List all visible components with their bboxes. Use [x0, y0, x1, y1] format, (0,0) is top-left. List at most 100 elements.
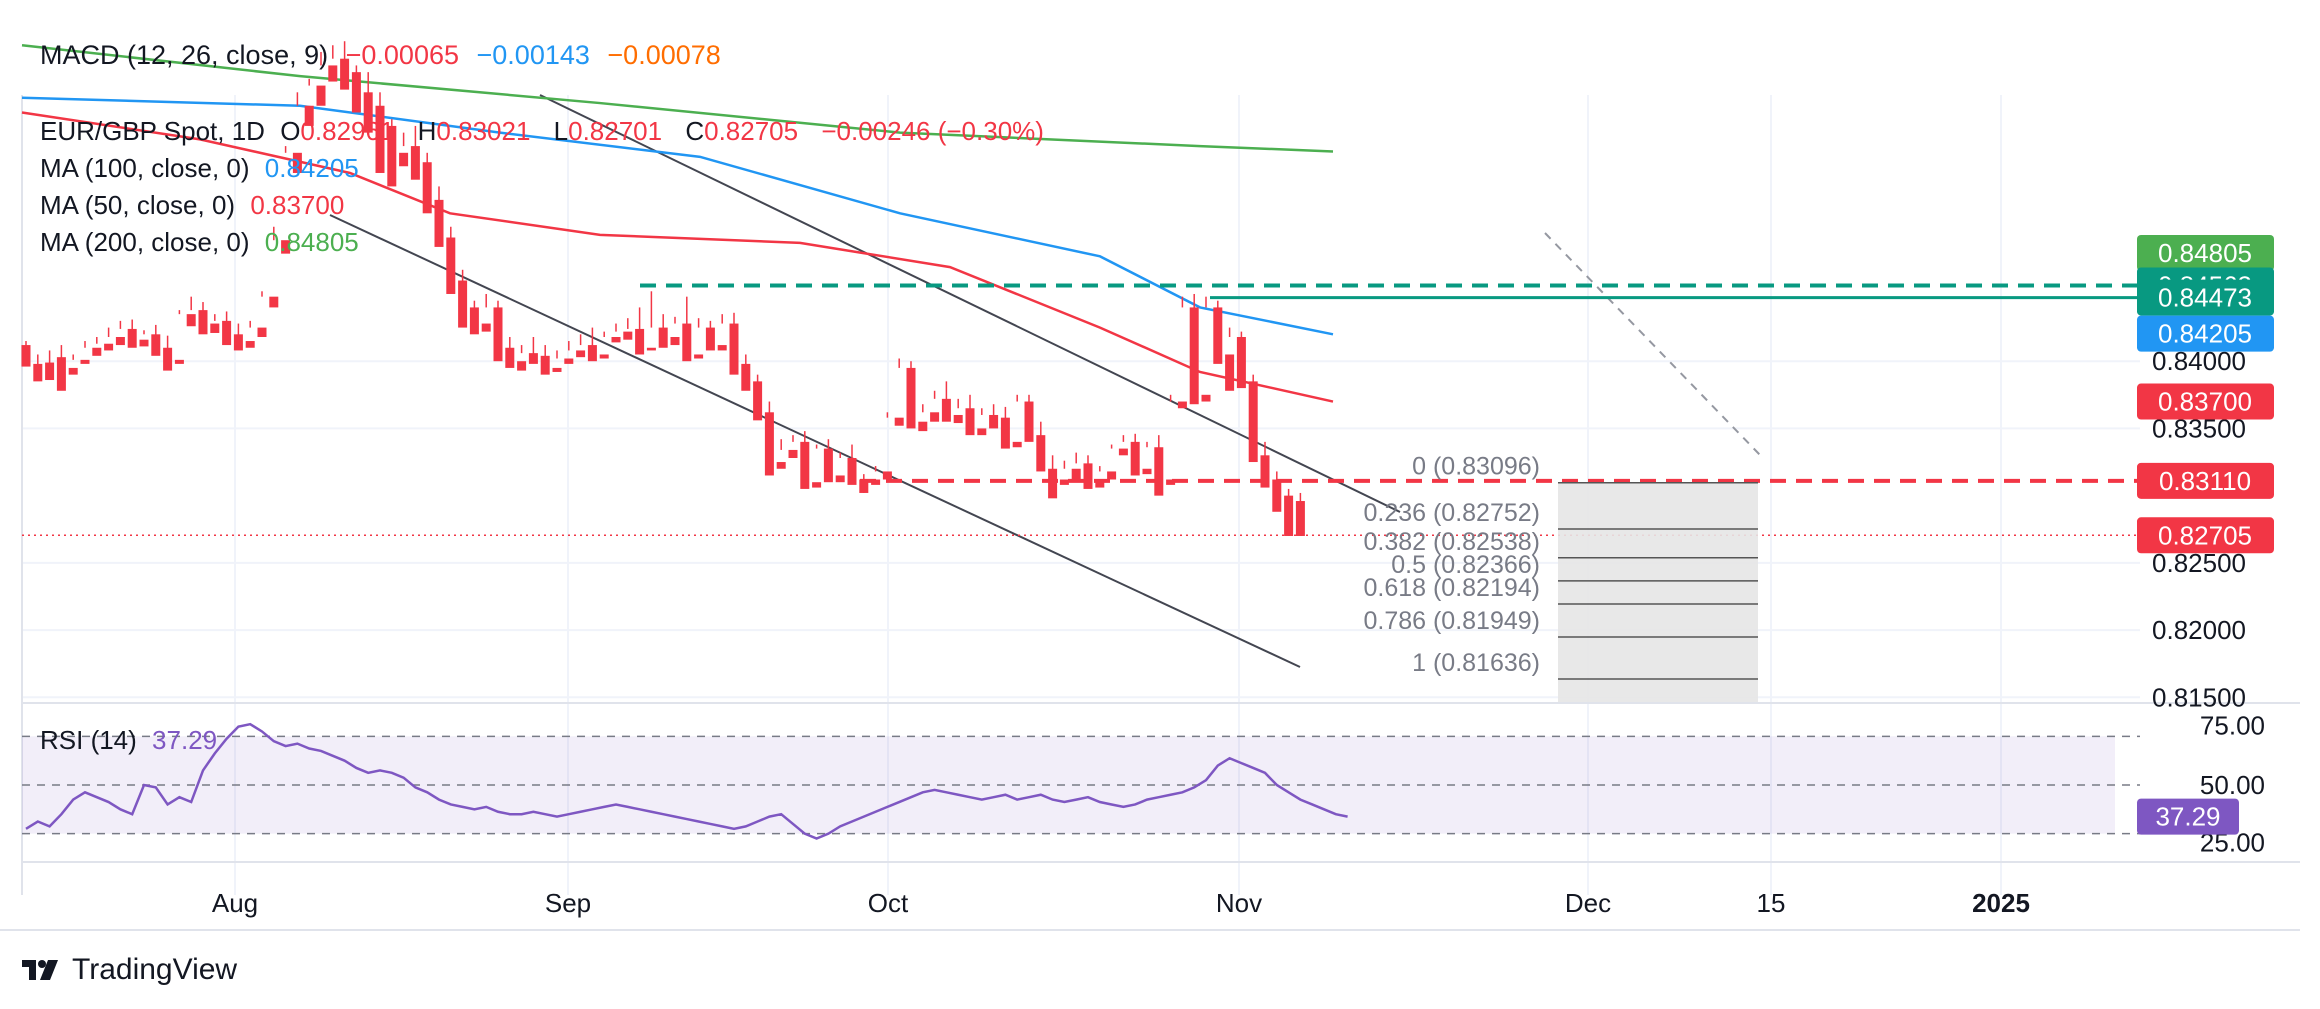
candle-body [894, 417, 904, 426]
price-label-box [2137, 517, 2274, 554]
candle-body [422, 162, 432, 214]
ma50-legend[interactable]: MA (50, close, 0) 0.83700 [40, 190, 352, 221]
candle-body [918, 421, 928, 432]
candle-body [941, 398, 951, 422]
candle-body [127, 328, 137, 348]
price-label-box [2137, 383, 2274, 420]
candle-body [1272, 479, 1282, 512]
candle-body [292, 152, 302, 173]
candle-body [151, 334, 161, 356]
candle-body [1071, 468, 1081, 483]
candle-body [33, 363, 43, 382]
candle-body [351, 72, 361, 113]
candle-body [399, 152, 409, 167]
candle-body [304, 105, 314, 126]
tradingview-branding[interactable]: TradingView [22, 953, 237, 987]
candle-body [186, 314, 196, 327]
candle-body [623, 331, 633, 340]
price-label-0.83700: 0.83700 [2158, 387, 2252, 417]
rsi-band [22, 736, 2115, 834]
x-tick-label: Oct [868, 888, 909, 918]
candle-body [1048, 468, 1058, 499]
ma100-line [21, 96, 1334, 336]
candle-body [611, 337, 621, 343]
projection-line [1544, 232, 1761, 456]
open-value: 0.82961 [300, 116, 395, 146]
candle-body [1225, 354, 1235, 391]
candle-body [469, 307, 479, 335]
price-label-0.82705: 0.82705 [2158, 520, 2252, 550]
candle-body [1248, 381, 1258, 463]
candle-body [387, 125, 397, 187]
candle-body [989, 414, 999, 429]
candle-body [363, 92, 373, 133]
candle-body [139, 339, 149, 347]
rsi-line [25, 722, 1348, 840]
candle-body [764, 412, 774, 476]
candle-body [198, 310, 208, 335]
candle-body [56, 357, 66, 391]
y-tick-label: 0.82000 [2152, 615, 2246, 645]
macd-value-3: −0.00078 [607, 40, 721, 70]
candle-body [115, 337, 125, 346]
gridlines [0, 95, 2300, 931]
candle-body [233, 334, 243, 351]
candle-body [410, 146, 420, 180]
candle-body [682, 323, 692, 362]
fib-zone [1558, 482, 1758, 702]
ma100-legend[interactable]: MA (100, close, 0) 0.84205 [40, 153, 367, 184]
candle-body [717, 345, 727, 351]
candle-body [328, 65, 338, 82]
candle-body [965, 408, 975, 436]
candle-body [1177, 401, 1187, 409]
candle-body [1036, 435, 1046, 472]
x-tick-label: 2025 [1972, 888, 2030, 918]
candle-body [1154, 447, 1164, 496]
high-value: 0.83021 [436, 116, 531, 146]
candle-body [458, 280, 468, 328]
macd-value-2: −0.00143 [476, 40, 590, 70]
candle-body [340, 58, 350, 90]
candle-body [646, 347, 656, 351]
macd-header: MACD (12, 26, close, 9) −0.00065 −0.0014… [40, 40, 731, 71]
candle-body [1024, 401, 1034, 442]
price-label-0.84473: 0.84473 [2158, 283, 2252, 313]
axes: Aug Sep Oct Nov Dec 15 20250.840000.835000.825… [212, 234, 2274, 918]
candle-body [1012, 441, 1022, 448]
price-label-box [2137, 315, 2274, 352]
macd-value-1: −0.00065 [345, 40, 459, 70]
price-label-box [2137, 462, 2274, 499]
candle-body [1095, 482, 1105, 488]
fib-label-0: 0 (0.83096) [1412, 453, 1540, 481]
price-label-0.84805: 0.84805 [2158, 238, 2252, 268]
candle-body [528, 353, 538, 364]
ma200-line [21, 44, 1334, 153]
candle-body [316, 85, 326, 106]
candle-body [847, 458, 857, 485]
candle-body [694, 354, 704, 359]
fib-label-0.618: 0.618 (0.82194) [1363, 574, 1540, 602]
candle-body [481, 323, 491, 332]
ma200-legend[interactable]: MA (200, close, 0) 0.84805 [40, 227, 367, 258]
x-tick-label: 15 [1757, 888, 1786, 918]
fibonacci-retracement: 0 (0.83096) 0.236 (0.82752)0.382 (0.82538… [1363, 453, 1758, 702]
price-label-0.83110: 0.83110 [2159, 466, 2251, 496]
candle-body [1189, 307, 1199, 405]
candle-body [705, 327, 715, 351]
candle-body [1295, 501, 1305, 536]
x-tick-label: Sep [545, 888, 591, 918]
symbol-title[interactable]: EUR/GBP Spot, 1D [40, 116, 265, 146]
candle-body [823, 448, 833, 483]
candle-body [493, 307, 503, 362]
candle-body [812, 482, 822, 488]
candle-body [1260, 455, 1270, 488]
candle-body [68, 367, 78, 375]
candlesticks [21, 41, 1305, 536]
candle-body [222, 320, 232, 346]
candle-body [635, 328, 645, 355]
channel-lower [329, 214, 1301, 668]
rsi-legend[interactable]: RSI (14) 37.29 [40, 725, 225, 756]
candle-body [45, 362, 55, 381]
